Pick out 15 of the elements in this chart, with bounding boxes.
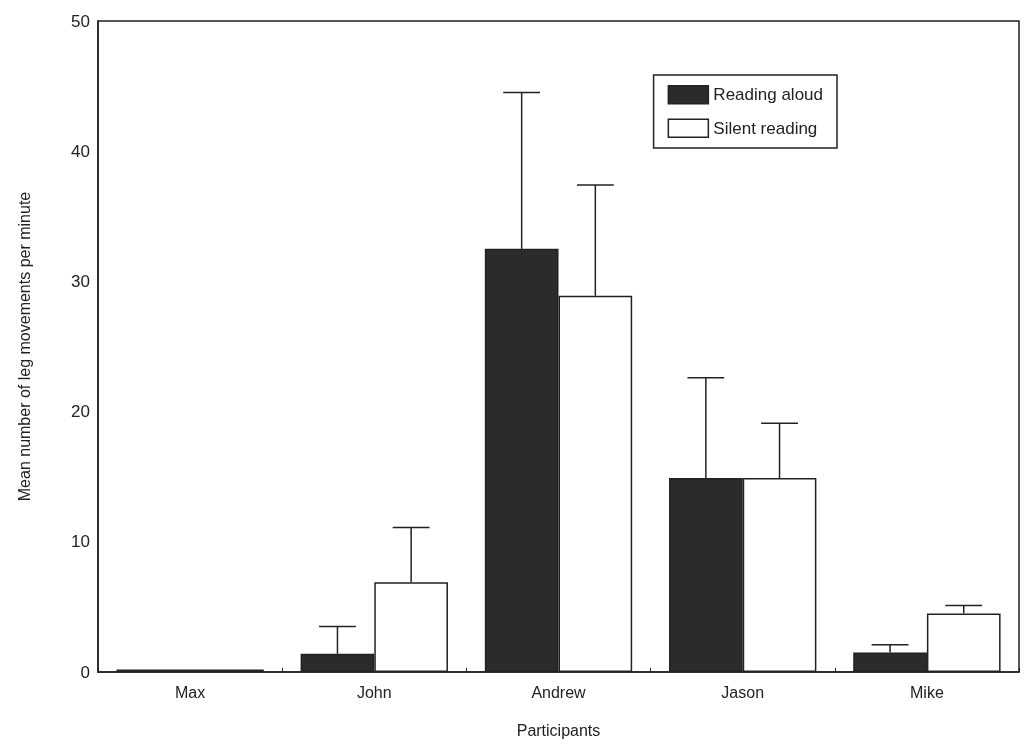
- y-tick-label: 0: [80, 662, 90, 682]
- y-tick-label: 30: [71, 271, 90, 291]
- x-tick-label: Max: [174, 683, 206, 701]
- y-axis-title: Mean number of leg movements per minute: [15, 191, 33, 502]
- y-tick-label: 40: [71, 141, 90, 161]
- x-tick-label: Andrew: [531, 683, 587, 701]
- legend-label: Silent reading: [713, 118, 818, 138]
- x-tick-label: Jason: [721, 683, 765, 701]
- x-axis-title: Participants: [516, 721, 601, 739]
- legend-label: Reading aloud: [713, 85, 824, 105]
- y-tick-label: 20: [71, 402, 90, 422]
- x-tick-label: Mike: [910, 683, 944, 701]
- y-tick-label: 50: [71, 11, 90, 31]
- y-tick-label: 10: [71, 532, 90, 552]
- x-tick-label: John: [356, 683, 392, 701]
